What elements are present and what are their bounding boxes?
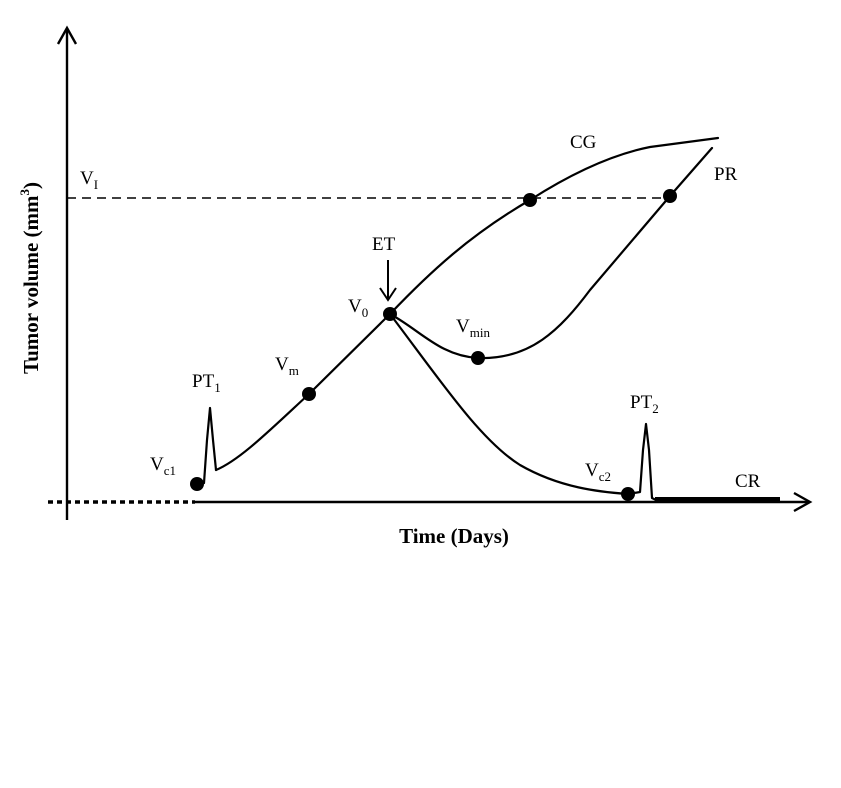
vi-label: VI	[80, 168, 98, 192]
pt2-label: PT2	[630, 392, 659, 416]
cg-continued-growth-curve	[388, 136, 720, 316]
pt1-label: PT1	[192, 371, 221, 395]
et-arrow-head	[379, 287, 397, 302]
vmin-point	[471, 351, 485, 365]
post-treatment-pulse-curve	[626, 422, 658, 502]
vc1-point	[190, 477, 204, 491]
cr-complete-response-curve	[388, 312, 630, 496]
pre-treatment-pulse-curve	[195, 406, 218, 486]
v0-point	[383, 307, 397, 321]
pr-partial-response-curve	[388, 146, 714, 360]
v0-label: V0	[348, 296, 368, 320]
vc1-label: Vc1	[150, 454, 176, 478]
cg-vi-intersection-point	[523, 193, 537, 207]
vm-point	[302, 387, 316, 401]
vm-label: Vm	[275, 354, 299, 378]
et-label: ET	[372, 234, 396, 255]
x-axis-arrowhead	[793, 491, 813, 513]
vc2-point	[621, 487, 635, 501]
cg-label: CG	[570, 132, 597, 153]
x-axis-title: Time (Days)	[399, 524, 509, 548]
vmin-label: Vmin	[456, 316, 490, 340]
y-axis-arrowhead	[56, 25, 78, 45]
vc2-label: Vc2	[585, 460, 611, 484]
pr-vi-intersection-point	[663, 189, 677, 203]
y-axis-title: Tumor volume (mm3)	[17, 182, 43, 374]
cr-label: CR	[735, 471, 761, 492]
pr-label: PR	[714, 164, 738, 185]
